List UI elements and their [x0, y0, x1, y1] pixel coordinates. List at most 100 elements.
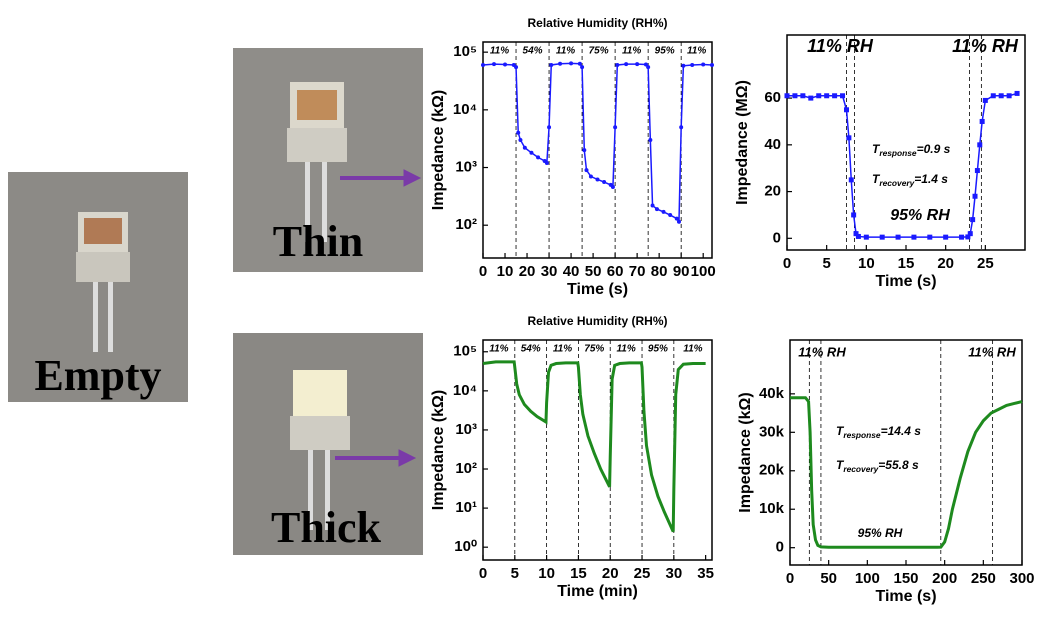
lead	[305, 162, 310, 242]
data-point	[879, 234, 885, 240]
data-point	[701, 62, 706, 67]
annotation-symbol: T	[836, 458, 845, 472]
data-point	[895, 234, 901, 240]
region-label: 11%	[556, 46, 575, 57]
photo-thick: Thick	[233, 333, 423, 555]
data-point	[674, 216, 679, 221]
x-axis-label: Time (s)	[875, 273, 936, 290]
data-point	[710, 62, 714, 67]
x-tick-label: 200	[932, 570, 957, 587]
data-point	[816, 93, 822, 99]
annotation-subscript: recovery	[843, 464, 878, 474]
data-point	[646, 65, 651, 70]
data-point	[846, 135, 852, 141]
annotation-symbol: T	[872, 172, 881, 186]
region-label: 75%	[589, 46, 609, 57]
annotation: 11% RH	[798, 344, 846, 359]
data-point	[582, 148, 587, 153]
photo-empty: Empty	[8, 172, 188, 402]
y-tick-label: 10k	[759, 500, 785, 517]
y-tick-label: 40k	[759, 385, 785, 402]
data-point	[911, 234, 917, 240]
y-tick-label: 20k	[759, 462, 785, 479]
data-point	[492, 62, 497, 67]
annotation-subscript: recovery	[879, 178, 914, 188]
y-axis-label: Impedance (kΩ)	[430, 90, 447, 210]
y-tick-label: 0	[776, 539, 784, 556]
lead	[325, 450, 330, 530]
x-tick-label: 15	[898, 255, 915, 272]
y-tick-label: 10⁰	[454, 538, 477, 555]
x-axis-label: Time (s)	[875, 588, 936, 605]
data-point	[824, 93, 830, 99]
annotation-text: =14.4 s	[881, 424, 922, 438]
data-point	[654, 207, 659, 212]
data-point	[602, 180, 607, 185]
data-line	[790, 396, 1023, 549]
y-tick-label: 30k	[759, 423, 785, 440]
data-point	[840, 93, 846, 99]
data-point	[577, 61, 582, 66]
sensor-film	[84, 218, 122, 244]
data-point	[977, 142, 983, 148]
data-point	[970, 217, 976, 223]
data-point	[851, 212, 857, 218]
data-point	[998, 93, 1004, 99]
x-tick-label: 20	[937, 255, 954, 272]
data-point	[792, 93, 798, 99]
data-point	[580, 65, 585, 70]
data-point	[661, 209, 666, 214]
data-point	[1014, 90, 1020, 96]
data-point	[990, 93, 996, 99]
y-tick-label: 10⁵	[453, 43, 477, 60]
arrow-head	[398, 449, 417, 467]
x-tick-label: 30	[665, 565, 682, 582]
x-tick-label: 25	[977, 255, 994, 272]
y-tick-label: 10¹	[455, 499, 477, 516]
region-label: 54%	[523, 46, 543, 57]
sensor-base	[290, 416, 350, 450]
x-tick-label: 20	[519, 263, 536, 280]
x-tick-label: 150	[893, 570, 918, 587]
x-tick-label: 5	[822, 255, 830, 272]
data-point	[615, 62, 620, 67]
photo-label: Thin	[273, 217, 364, 266]
x-tick-label: 250	[971, 570, 996, 587]
annotation: 11% RH	[952, 36, 1019, 56]
data-point	[979, 118, 985, 124]
data-point	[624, 62, 629, 67]
y-tick-label: 0	[773, 229, 781, 246]
x-tick-label: 90	[673, 263, 690, 280]
y-axis-label: Impedance (kΩ)	[737, 392, 754, 512]
data-point	[544, 160, 549, 165]
y-tick-label: 10⁵	[453, 343, 477, 360]
x-tick-label: 0	[479, 263, 487, 280]
lead	[108, 282, 113, 352]
region-label: 11%	[616, 344, 635, 355]
data-point	[974, 168, 980, 174]
annotation-text: =1.4 s	[914, 172, 948, 186]
data-point	[650, 203, 655, 208]
sensor-base	[76, 252, 130, 282]
data-point	[982, 97, 988, 103]
photo-thin: Thin	[233, 48, 423, 272]
region-label: 75%	[584, 344, 604, 355]
x-tick-label: 0	[783, 255, 791, 272]
data-point	[832, 93, 838, 99]
data-point	[518, 137, 523, 142]
lead	[308, 450, 313, 530]
y-tick-label: 60	[764, 89, 781, 106]
plot-frame	[482, 41, 713, 259]
data-point	[972, 193, 978, 199]
data-point	[967, 231, 973, 237]
annotation: Trecovery=55.8 s	[836, 458, 919, 474]
data-point	[522, 145, 527, 150]
x-tick-label: 100	[691, 263, 716, 280]
data-point	[808, 95, 814, 101]
data-line	[482, 360, 706, 533]
data-point	[784, 93, 790, 99]
region-label: 11%	[687, 46, 706, 57]
region-label: 95%	[648, 344, 668, 355]
region-label: 11%	[622, 46, 641, 57]
